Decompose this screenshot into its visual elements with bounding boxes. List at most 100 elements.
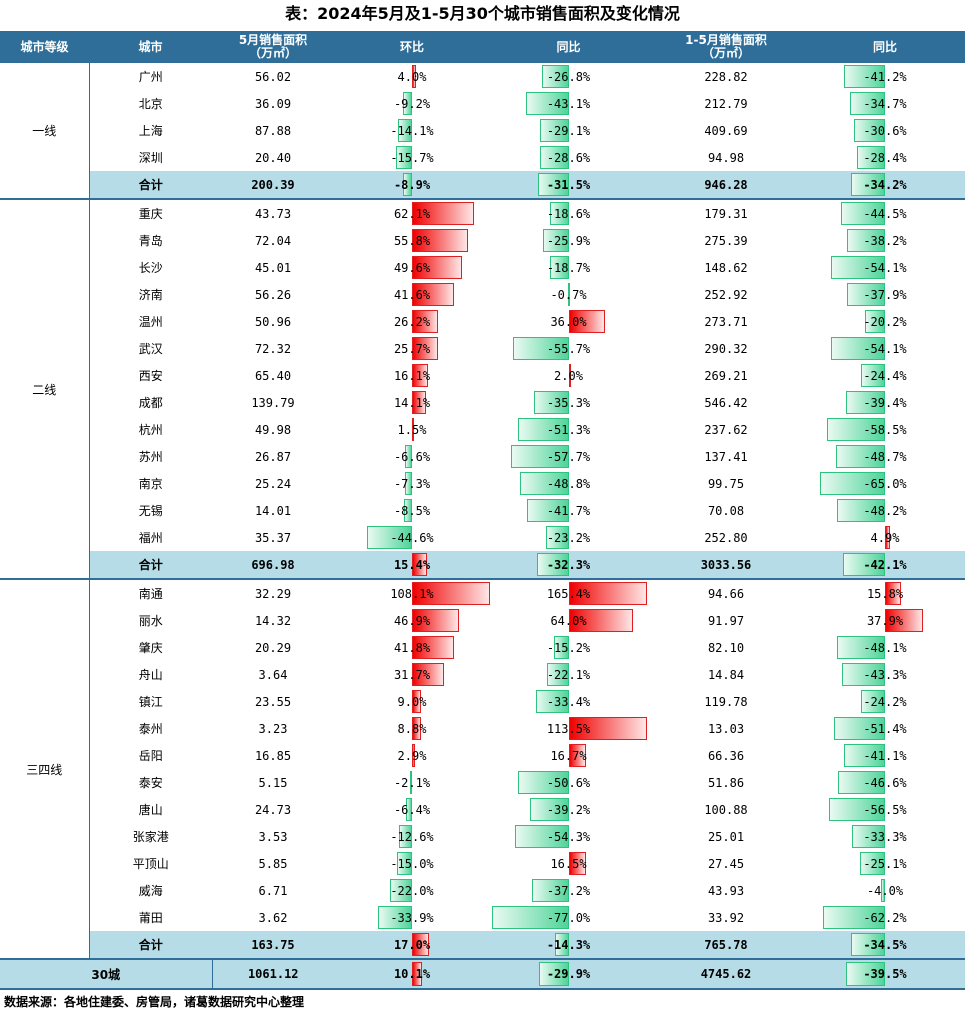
yoy-value: -48.8%: [546, 476, 591, 491]
sales-area-table: 城市等级 城市 5月销售面积 （万㎡） 环比 同比 1-5月销售面积 （万㎡） 同比…: [0, 31, 965, 990]
yoy-cell: -0.7%: [490, 281, 647, 308]
header-ytd-area: 1-5月销售面积 （万㎡）: [647, 31, 805, 63]
negative-bar: [403, 173, 412, 196]
mom-value: -15.7%: [390, 150, 434, 165]
subtotal-ytd-yoy: -34.2%: [863, 177, 907, 192]
negative-bar: [850, 92, 885, 115]
may-area: 36.09: [254, 96, 292, 111]
ytd-yoy-value: -28.4%: [863, 150, 907, 165]
ytd-yoy-value: -48.2%: [863, 503, 907, 518]
ytd-yoy-cell: 37.9%: [805, 607, 965, 634]
mom-value: 9.0%: [397, 694, 427, 709]
positive-bar: [412, 337, 438, 360]
mom-value: -7.3%: [393, 476, 431, 491]
city-name: 重庆: [138, 207, 163, 221]
subtotal-mom-cell: -8.9%: [334, 171, 490, 199]
may-area: 16.85: [254, 748, 292, 763]
tier-group: 二线 重庆 43.73 62.1% -18.6% 179.31 -44.5% 青岛 72.04 5…: [0, 199, 965, 579]
city-name: 福州: [138, 531, 163, 545]
negative-bar: [367, 526, 412, 549]
ytd-yoy-cell: 15.8%: [805, 579, 965, 607]
ytd-yoy-cell: -34.7%: [805, 90, 965, 117]
ytd-yoy-cell: -41.2%: [805, 63, 965, 90]
ytd-area: 269.21: [704, 368, 748, 383]
may-area: 72.04: [254, 233, 292, 248]
table-row: 武汉 72.32 25.7% -55.7% 290.32 -54.1%: [0, 335, 965, 362]
mom-value: -14.1%: [390, 123, 434, 138]
total-label: 30城: [0, 958, 213, 990]
ytd-yoy-cell: -39.4%: [805, 389, 965, 416]
negative-bar: [860, 364, 885, 387]
mom-value: 55.8%: [393, 233, 431, 248]
negative-bar: [845, 962, 885, 986]
yoy-cell: -23.2%: [490, 524, 647, 551]
ytd-yoy-cell: -28.4%: [805, 144, 965, 171]
table-row: 威海 6.71 -22.0% -37.2% 43.93 -4.0%: [0, 877, 965, 904]
mom-cell: 25.7%: [334, 335, 490, 362]
negative-bar: [545, 526, 569, 549]
positive-bar: [885, 526, 890, 549]
ytd-yoy-cell: -65.0%: [805, 470, 965, 497]
ytd-yoy-value: -51.4%: [863, 721, 907, 736]
ytd-yoy-cell: -56.5%: [805, 796, 965, 823]
ytd-yoy-value: -48.1%: [863, 640, 907, 655]
table-row: 杭州 49.98 1.5% -51.3% 237.62 -58.5%: [0, 416, 965, 443]
mom-cell: -6.4%: [334, 796, 490, 823]
total-mom-cell: 10.1%: [334, 958, 490, 990]
may-area: 56.02: [254, 69, 292, 84]
ytd-yoy-value: -39.4%: [863, 395, 907, 410]
mom-value: 8.8%: [397, 721, 427, 736]
table-row: 唐山 24.73 -6.4% -39.2% 100.88 -56.5%: [0, 796, 965, 823]
tier-label: 三四线: [0, 579, 90, 959]
total-ytd-yoy: -39.5%: [863, 967, 907, 981]
table-row: 岳阳 16.85 2.9% 16.7% 66.36 -41.1%: [0, 742, 965, 769]
city-name: 青岛: [138, 234, 163, 248]
ytd-area: 290.32: [704, 341, 748, 356]
may-area: 14.01: [254, 503, 292, 518]
yoy-cell: -55.7%: [490, 335, 647, 362]
positive-bar: [412, 582, 490, 605]
yoy-value: -26.8%: [546, 69, 591, 84]
ytd-yoy-cell: -48.7%: [805, 443, 965, 470]
may-area: 20.40: [254, 150, 292, 165]
yoy-cell: -41.7%: [490, 497, 647, 524]
yoy-cell: -77.0%: [490, 904, 647, 931]
negative-bar: [540, 146, 569, 169]
negative-bar: [828, 798, 885, 821]
header-yoy: 同比: [490, 31, 647, 63]
negative-bar: [531, 879, 569, 902]
may-area: 23.55: [254, 694, 292, 709]
mom-cell: 26.2%: [334, 308, 490, 335]
may-area: 5.15: [258, 775, 288, 790]
negative-bar: [514, 825, 569, 848]
city-name: 舟山: [138, 668, 163, 682]
ytd-yoy-value: -43.3%: [863, 667, 907, 682]
negative-bar: [396, 146, 412, 169]
table-row: 西安 65.40 16.1% 2.0% 269.21 -24.4%: [0, 362, 965, 389]
mom-value: 4.0%: [397, 69, 427, 84]
mom-cell: -15.7%: [334, 144, 490, 171]
table-row: 成都 139.79 14.1% -35.3% 546.42 -39.4%: [0, 389, 965, 416]
table-row: 北京 36.09 -9.2% -43.1% 212.79 -34.7%: [0, 90, 965, 117]
positive-bar: [412, 690, 421, 713]
mom-value: -33.9%: [390, 910, 434, 925]
yoy-value: -18.6%: [546, 206, 591, 221]
ytd-yoy-cell: -58.5%: [805, 416, 965, 443]
ytd-yoy-cell: -51.4%: [805, 715, 965, 742]
negative-bar: [539, 962, 569, 986]
negative-bar: [533, 391, 569, 414]
negative-bar: [527, 499, 569, 522]
ytd-yoy-cell: -54.1%: [805, 254, 965, 281]
tier-label: 一线: [0, 63, 90, 199]
ytd-yoy-value: -24.4%: [863, 368, 907, 383]
may-area: 25.24: [254, 476, 292, 491]
subtotal-mom: 15.4%: [393, 557, 431, 572]
mom-cell: 41.8%: [334, 634, 490, 661]
header-mom: 环比: [334, 31, 490, 63]
yoy-value: -25.9%: [546, 233, 591, 248]
total-ytd-yoy-cell: -39.5%: [805, 958, 965, 990]
negative-bar: [390, 879, 412, 902]
negative-bar: [525, 92, 569, 115]
yoy-value: -41.7%: [546, 503, 591, 518]
negative-bar: [851, 825, 885, 848]
